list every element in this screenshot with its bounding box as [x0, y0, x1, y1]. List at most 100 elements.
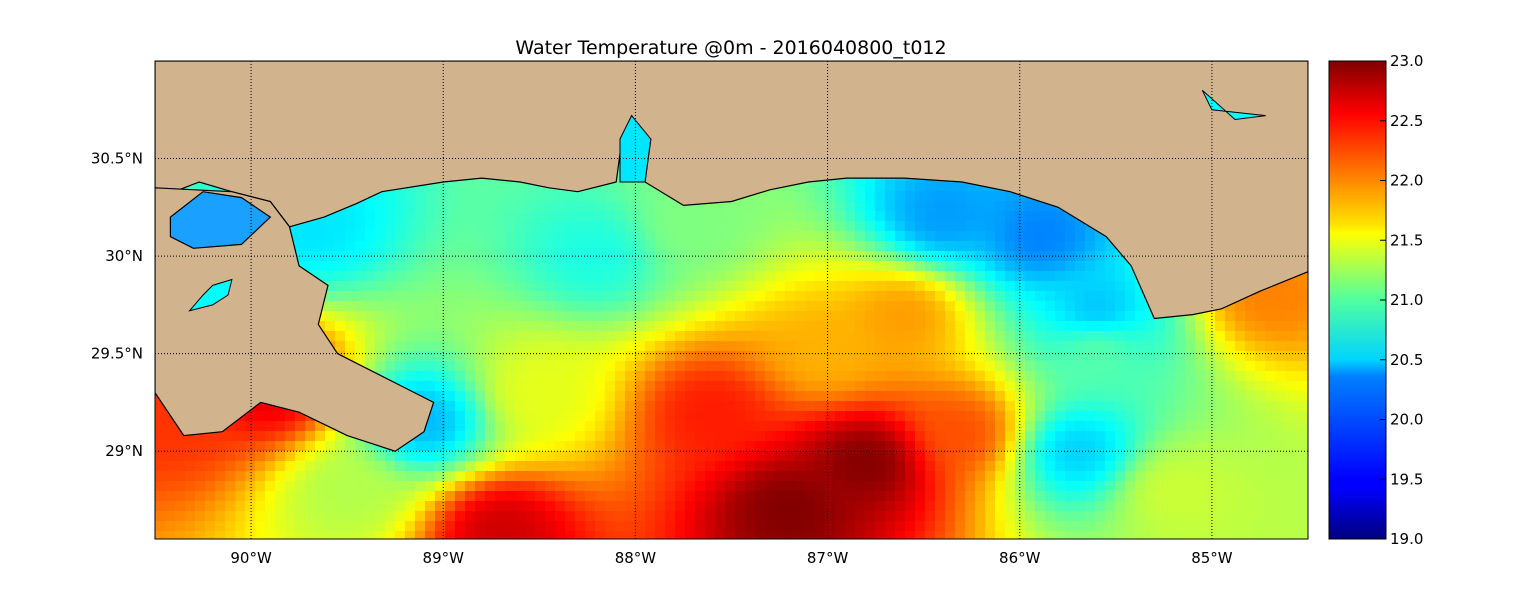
heatmap-cell: [515, 321, 525, 331]
heatmap-cell: [385, 231, 395, 241]
heatmap-cell: [365, 201, 375, 211]
heatmap-cell: [625, 441, 635, 451]
heatmap-cell: [895, 401, 905, 411]
heatmap-cell: [475, 321, 485, 331]
heatmap-cell: [965, 351, 975, 361]
heatmap-cell: [485, 461, 495, 471]
heatmap-cell: [685, 371, 695, 381]
heatmap-cell: [855, 261, 865, 271]
heatmap-cell: [865, 291, 875, 301]
heatmap-cell: [155, 451, 165, 461]
heatmap-cell: [695, 341, 705, 351]
heatmap-cell: [935, 371, 945, 381]
heatmap-cell: [935, 431, 945, 441]
heatmap-cell: [1055, 441, 1065, 451]
heatmap-cell: [515, 401, 525, 411]
heatmap-cell: [475, 481, 485, 491]
heatmap-cell: [435, 191, 445, 201]
heatmap-cell: [615, 271, 625, 281]
heatmap-cell: [395, 371, 405, 381]
heatmap-cell: [565, 291, 575, 301]
heatmap-cell: [745, 271, 755, 281]
heatmap-cell: [735, 311, 745, 321]
heatmap-cell: [735, 441, 745, 451]
heatmap-cell: [335, 281, 345, 291]
heatmap-cell: [1115, 281, 1125, 291]
heatmap-cell: [1235, 361, 1245, 371]
heatmap-cell: [1055, 321, 1065, 331]
heatmap-cell: [975, 261, 985, 271]
heatmap-cell: [1185, 361, 1195, 371]
heatmap-cell: [655, 261, 665, 271]
heatmap-cell: [435, 211, 445, 221]
heatmap-cell: [255, 441, 265, 451]
heatmap-cell: [935, 231, 945, 241]
heatmap-cell: [835, 341, 845, 351]
heatmap-cell: [915, 391, 925, 401]
heatmap-cell: [475, 221, 485, 231]
heatmap-cell: [865, 191, 875, 201]
heatmap-cell: [1115, 341, 1125, 351]
heatmap-cell: [785, 251, 795, 261]
heatmap-cell: [995, 381, 1005, 391]
heatmap-cell: [935, 191, 945, 201]
heatmap-cell: [565, 361, 575, 371]
heatmap-cell: [1245, 461, 1255, 471]
heatmap-cell: [535, 241, 545, 251]
heatmap-cell: [755, 461, 765, 471]
heatmap-cell: [985, 331, 995, 341]
heatmap-cell: [695, 351, 705, 361]
heatmap-cell: [555, 331, 565, 341]
heatmap-cell: [1295, 271, 1305, 281]
heatmap-cell: [185, 461, 195, 471]
heatmap-cell: [1045, 311, 1055, 321]
heatmap-cell: [675, 321, 685, 331]
heatmap-cell: [1245, 361, 1255, 371]
heatmap-cell: [875, 381, 885, 391]
heatmap-cell: [685, 411, 695, 421]
heatmap-cell: [435, 411, 445, 421]
heatmap-cell: [955, 421, 965, 431]
heatmap-cell: [765, 471, 775, 481]
heatmap-cell: [765, 401, 775, 411]
heatmap-cell: [855, 321, 865, 331]
heatmap-cell: [1295, 481, 1305, 491]
heatmap-cell: [595, 271, 605, 281]
heatmap-cell: [555, 471, 565, 481]
heatmap-cell: [425, 251, 435, 261]
heatmap-cell: [305, 241, 315, 251]
heatmap-cell: [955, 291, 965, 301]
heatmap-cell: [985, 381, 995, 391]
heatmap-cell: [915, 471, 925, 481]
heatmap-cell: [925, 281, 935, 291]
heatmap-cell: [555, 451, 565, 461]
heatmap-cell: [915, 401, 925, 411]
heatmap-cell: [945, 471, 955, 481]
heatmap-cell: [1305, 341, 1308, 351]
heatmap-cell: [545, 431, 555, 441]
heatmap-cell: [375, 281, 385, 291]
heatmap-cell: [1055, 211, 1065, 221]
heatmap-cell: [1125, 271, 1135, 281]
heatmap-cell: [715, 401, 725, 411]
heatmap-cell: [1295, 391, 1305, 401]
heatmap-cell: [765, 451, 775, 461]
heatmap-cell: [235, 421, 245, 431]
heatmap-cell: [675, 211, 685, 221]
heatmap-cell: [355, 221, 365, 231]
heatmap-cell: [965, 411, 975, 421]
heatmap-cell: [345, 271, 355, 281]
heatmap-cell: [865, 411, 875, 421]
heatmap-cell: [635, 311, 645, 321]
heatmap-cell: [1295, 321, 1305, 331]
heatmap-cell: [805, 211, 815, 221]
heatmap-cell: [765, 231, 775, 241]
heatmap-cell: [415, 461, 425, 471]
heatmap-cell: [875, 271, 885, 281]
heatmap-cell: [715, 471, 725, 481]
heatmap-cell: [695, 391, 705, 401]
heatmap-cell: [1045, 351, 1055, 361]
heatmap-cell: [485, 411, 495, 421]
heatmap-cell: [685, 221, 695, 231]
heatmap-cell: [335, 331, 345, 341]
